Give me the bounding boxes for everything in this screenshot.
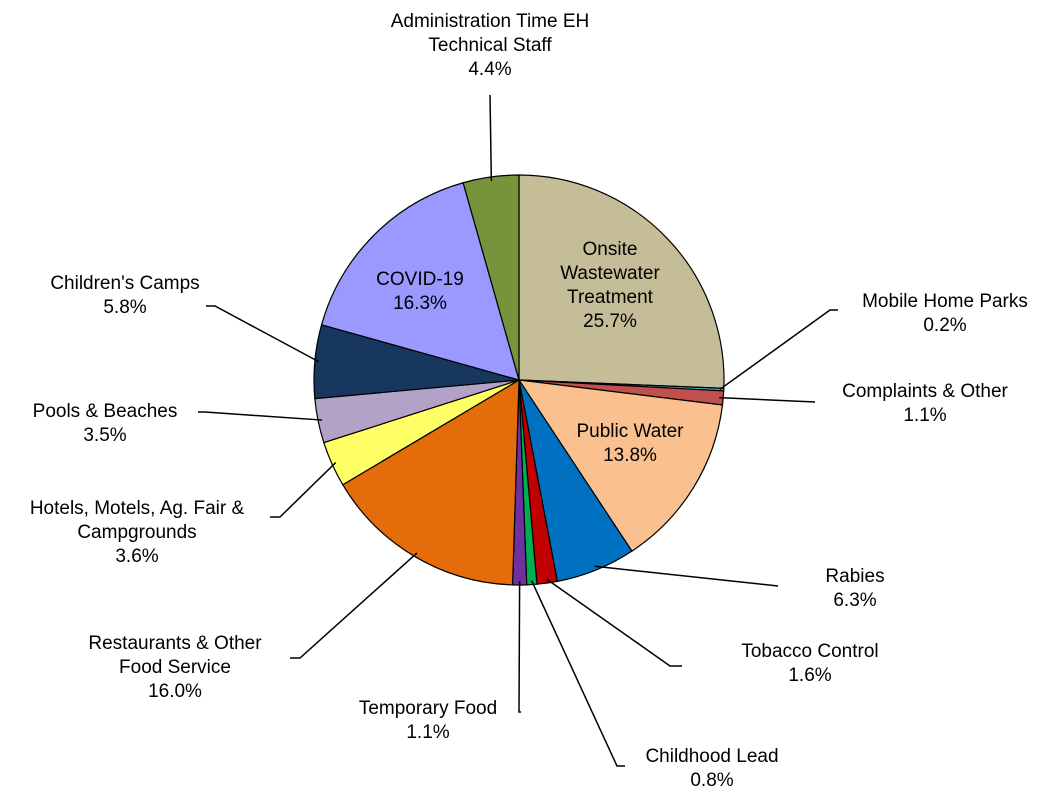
leader-line (546, 578, 682, 667)
value-label: 3.5% (83, 425, 127, 446)
value-label: 4.4% (468, 59, 512, 80)
value-label: 13.8% (603, 445, 657, 466)
category-name: Rabies (825, 566, 885, 587)
slice-label: Rabies 6.3% (795, 565, 915, 613)
value-label: 16.0% (148, 681, 202, 702)
category-name: Tobacco Control (741, 641, 879, 662)
leader-line (198, 411, 323, 421)
pie-slice (341, 378, 520, 586)
category-name: COVID-19 (376, 269, 464, 290)
value-label: 0.8% (690, 770, 734, 791)
value-label: 0.2% (923, 315, 967, 336)
value-label: 3.6% (115, 546, 159, 567)
category-name: Pools & Beaches (32, 401, 178, 422)
category-name: Administration Time EH Technical Staff (390, 11, 590, 56)
slice-label: Complaints & Other 1.1% (805, 380, 1045, 428)
slice-label: Children's Camps 5.8% (15, 272, 235, 320)
slice-label: Administration Time EH Technical Staff 4.… (360, 10, 620, 82)
slice-label: Public Water 13.8% (530, 420, 730, 468)
category-name: Restaurants & Other Food Service (88, 633, 262, 678)
pie-slice (320, 182, 520, 381)
category-name: Childhood Lead (645, 746, 779, 767)
leader-line (518, 580, 521, 713)
slice-label: Temporary Food 1.1% (328, 697, 528, 745)
value-label: 6.3% (833, 590, 877, 611)
leader-line (530, 580, 625, 767)
leader-line (594, 565, 779, 587)
category-name: Mobile Home Parks (862, 291, 1028, 312)
leader-line (206, 305, 320, 363)
category-name: Temporary Food (358, 698, 498, 719)
slice-label: Tobacco Control 1.6% (700, 640, 920, 688)
value-label: 1.1% (406, 722, 450, 743)
value-label: 25.7% (583, 311, 637, 332)
leader-line (290, 552, 418, 659)
leader-line (719, 309, 838, 391)
slice-label: Childhood Lead 0.8% (612, 745, 812, 793)
value-label: 16.3% (393, 293, 447, 314)
slice-label: Restaurants & Other Food Service 16.0% (73, 632, 278, 704)
category-name: Complaints & Other (842, 381, 1008, 402)
category-name: Children's Camps (50, 273, 200, 294)
slice-label: COVID-19 16.3% (350, 268, 490, 316)
value-label: 5.8% (103, 297, 147, 318)
slice-label: Pools & Beaches 3.5% (5, 400, 205, 448)
value-label: 1.1% (903, 405, 947, 426)
slice-label: Mobile Home Parks 0.2% (825, 290, 1053, 338)
pie-slice (517, 379, 724, 552)
leader-line (489, 94, 493, 181)
slice-label: Hotels, Motels, Ag. Fair & Campgrounds 3.… (23, 497, 251, 569)
category-name: Hotels, Motels, Ag. Fair & Campgrounds (29, 498, 245, 543)
leader-line (719, 396, 816, 403)
pie-slice (518, 174, 725, 389)
category-name: Public Water (576, 421, 684, 442)
category-name: Onsite Wastewater Treatment (560, 239, 660, 308)
leader-line (270, 462, 337, 518)
value-label: 1.6% (788, 665, 832, 686)
slice-label: Onsite Wastewater Treatment 25.7% (545, 238, 675, 334)
